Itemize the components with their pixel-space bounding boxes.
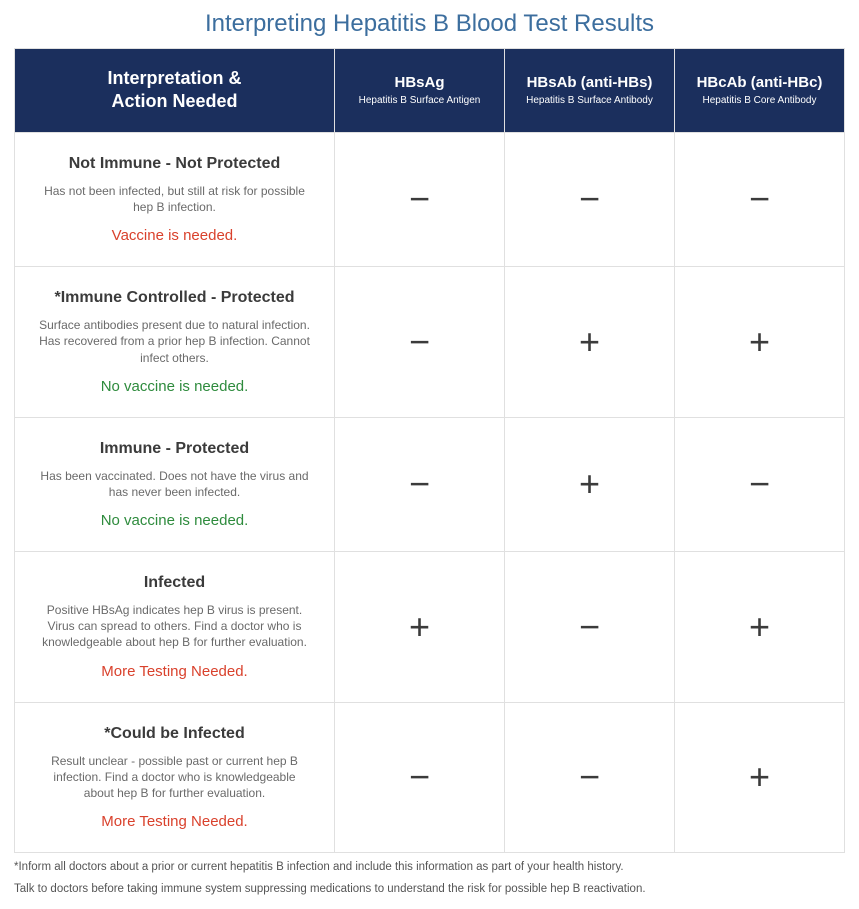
- row-action: No vaccine is needed.: [29, 512, 320, 529]
- row-desc: Has not been infected, but still at risk…: [29, 183, 320, 215]
- result-cell: +: [675, 702, 845, 853]
- result-cell: −: [505, 552, 675, 703]
- plus-sign: +: [409, 606, 430, 647]
- col-header-hbsag-sub: Hepatitis B Surface Antigen: [343, 95, 496, 106]
- result-cell: −: [335, 702, 505, 853]
- table-row: Not Immune - Not Protected Has not been i…: [15, 132, 845, 266]
- interpretation-cell: *Immune Controlled - Protected Surface an…: [15, 267, 335, 418]
- interpretation-cell: Infected Positive HBsAg indicates hep B v…: [15, 552, 335, 703]
- col-header-hbcab-sub: Hepatitis B Core Antibody: [683, 95, 836, 106]
- result-cell: +: [675, 552, 845, 703]
- row-title: Not Immune - Not Protected: [29, 155, 320, 173]
- table-row: *Could be Infected Result unclear - possi…: [15, 702, 845, 853]
- interpretation-cell: Immune - Protected Has been vaccinated. D…: [15, 417, 335, 551]
- row-action: Vaccine is needed.: [29, 227, 320, 244]
- minus-sign: −: [579, 756, 600, 797]
- col-header-hbsag-title: HBsAg: [394, 74, 444, 91]
- minus-sign: −: [409, 321, 430, 362]
- interpretation-cell: *Could be Infected Result unclear - possi…: [15, 702, 335, 853]
- col-header-hbcab: HBcAb (anti-HBc) Hepatitis B Core Antibo…: [675, 49, 845, 133]
- col-header-hbcab-title: HBcAb (anti-HBc): [697, 74, 823, 91]
- col-header-hbsab: HBsAb (anti-HBs) Hepatitis B Surface Ant…: [505, 49, 675, 133]
- table-row: *Immune Controlled - Protected Surface an…: [15, 267, 845, 418]
- row-desc: Positive HBsAg indicates hep B virus is …: [29, 602, 320, 651]
- plus-sign: +: [749, 606, 770, 647]
- row-title: *Immune Controlled - Protected: [29, 289, 320, 307]
- row-action: More Testing Needed.: [29, 663, 320, 680]
- table-row: Immune - Protected Has been vaccinated. D…: [15, 417, 845, 551]
- footnote-1: *Inform all doctors about a prior or cur…: [14, 859, 845, 875]
- col-header-interpretation: Interpretation &Action Needed: [15, 49, 335, 133]
- result-cell: +: [505, 267, 675, 418]
- footnote-2: Talk to doctors before taking immune sys…: [14, 881, 845, 897]
- minus-sign: −: [409, 756, 430, 797]
- result-cell: −: [335, 267, 505, 418]
- minus-sign: −: [749, 463, 770, 504]
- table-row: Infected Positive HBsAg indicates hep B v…: [15, 552, 845, 703]
- row-desc: Surface antibodies present due to natura…: [29, 317, 320, 366]
- row-title: Infected: [29, 574, 320, 592]
- plus-sign: +: [579, 463, 600, 504]
- plus-sign: +: [749, 756, 770, 797]
- col-header-interpretation-title: Interpretation &Action Needed: [107, 68, 241, 111]
- plus-sign: +: [749, 321, 770, 362]
- row-desc: Result unclear - possible past or curren…: [29, 753, 320, 802]
- result-cell: −: [505, 702, 675, 853]
- col-header-hbsag: HBsAg Hepatitis B Surface Antigen: [335, 49, 505, 133]
- result-cell: +: [335, 552, 505, 703]
- result-cell: +: [505, 417, 675, 551]
- minus-sign: −: [749, 178, 770, 219]
- page-title: Interpreting Hepatitis B Blood Test Resu…: [14, 10, 845, 38]
- row-desc: Has been vaccinated. Does not have the v…: [29, 468, 320, 500]
- minus-sign: −: [409, 463, 430, 504]
- row-action: No vaccine is needed.: [29, 378, 320, 395]
- row-title: Immune - Protected: [29, 440, 320, 458]
- minus-sign: −: [409, 178, 430, 219]
- col-header-hbsab-sub: Hepatitis B Surface Antibody: [513, 95, 666, 106]
- result-cell: −: [675, 132, 845, 266]
- result-cell: +: [675, 267, 845, 418]
- interpretation-cell: Not Immune - Not Protected Has not been i…: [15, 132, 335, 266]
- table-body: Not Immune - Not Protected Has not been i…: [15, 132, 845, 852]
- results-table: Interpretation &Action Needed HBsAg Hepa…: [14, 48, 845, 853]
- minus-sign: −: [579, 606, 600, 647]
- result-cell: −: [335, 417, 505, 551]
- minus-sign: −: [579, 178, 600, 219]
- result-cell: −: [335, 132, 505, 266]
- result-cell: −: [675, 417, 845, 551]
- result-cell: −: [505, 132, 675, 266]
- plus-sign: +: [579, 321, 600, 362]
- row-action: More Testing Needed.: [29, 813, 320, 830]
- header-row: Interpretation &Action Needed HBsAg Hepa…: [15, 49, 845, 133]
- col-header-hbsab-title: HBsAb (anti-HBs): [527, 74, 653, 91]
- row-title: *Could be Infected: [29, 725, 320, 743]
